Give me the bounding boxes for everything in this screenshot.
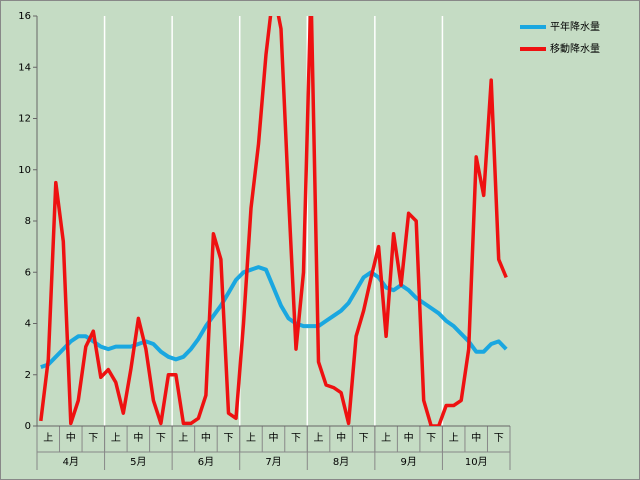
- month-label: 4月: [63, 456, 79, 468]
- x-tick-label: 上: [449, 432, 459, 444]
- legend-label: 移動降水量: [550, 42, 600, 55]
- x-tick-label: 下: [223, 433, 233, 444]
- x-tick-label: 上: [314, 432, 324, 444]
- y-tick-label: 2: [25, 370, 31, 381]
- y-tick-label: 12: [18, 114, 31, 125]
- y-tick-label: 4: [25, 319, 31, 330]
- y-tick-label: 8: [25, 216, 31, 227]
- y-tick-label: 10: [18, 165, 31, 176]
- x-tick-label: 下: [88, 433, 98, 444]
- x-tick-label: 下: [426, 433, 436, 444]
- x-tick-label: 中: [66, 431, 76, 444]
- y-tick-label: 16: [18, 11, 31, 22]
- month-label: 7月: [265, 456, 281, 468]
- x-tick-label: 中: [471, 431, 481, 444]
- x-tick-label: 中: [133, 431, 143, 444]
- x-tick-label: 中: [336, 431, 346, 444]
- y-tick-label: 6: [25, 267, 31, 278]
- x-tick-label: 中: [201, 431, 211, 444]
- x-tick-label: 上: [43, 432, 53, 444]
- x-tick-label: 中: [404, 431, 414, 444]
- legend-label: 平年降水量: [550, 20, 600, 33]
- month-label: 10月: [465, 456, 488, 468]
- month-label: 8月: [333, 456, 349, 468]
- series-line: [40, 265, 508, 369]
- x-tick-label: 下: [291, 433, 301, 444]
- x-tick-label: 上: [246, 432, 256, 444]
- x-tick-label: 上: [381, 432, 391, 444]
- y-tick-label: 14: [18, 62, 31, 73]
- x-tick-label: 下: [359, 433, 369, 444]
- x-tick-label: 中: [269, 431, 279, 444]
- month-label: 9月: [400, 456, 416, 468]
- series-line: [39, 16, 508, 426]
- x-tick-label: 下: [494, 433, 504, 444]
- month-label: 5月: [130, 456, 146, 468]
- month-label: 6月: [198, 456, 214, 468]
- y-tick-label: 0: [25, 421, 31, 432]
- x-tick-label: 下: [156, 433, 166, 444]
- plot: [39, 16, 508, 426]
- x-tick-label: 上: [111, 432, 121, 444]
- x-tick-label: 上: [178, 432, 188, 444]
